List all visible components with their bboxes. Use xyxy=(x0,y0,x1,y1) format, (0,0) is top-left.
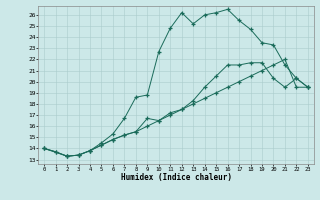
X-axis label: Humidex (Indice chaleur): Humidex (Indice chaleur) xyxy=(121,173,231,182)
